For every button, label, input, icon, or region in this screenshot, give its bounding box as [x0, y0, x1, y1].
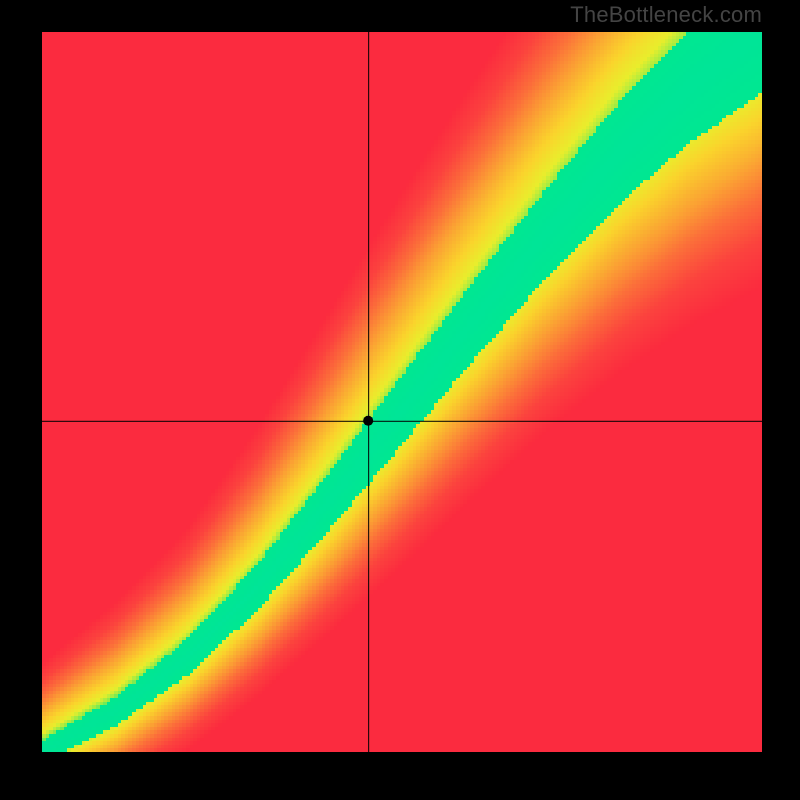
watermark-text: TheBottleneck.com	[570, 2, 762, 28]
chart-frame: TheBottleneck.com	[0, 0, 800, 800]
bottleneck-heatmap	[42, 32, 762, 752]
plot-area	[42, 32, 762, 752]
